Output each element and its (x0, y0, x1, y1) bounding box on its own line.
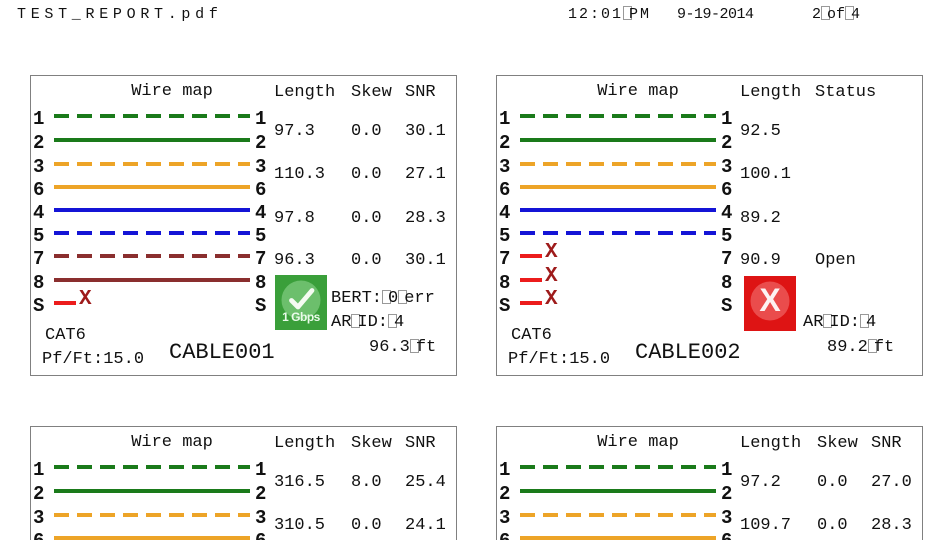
svg-text:X: X (759, 282, 781, 318)
